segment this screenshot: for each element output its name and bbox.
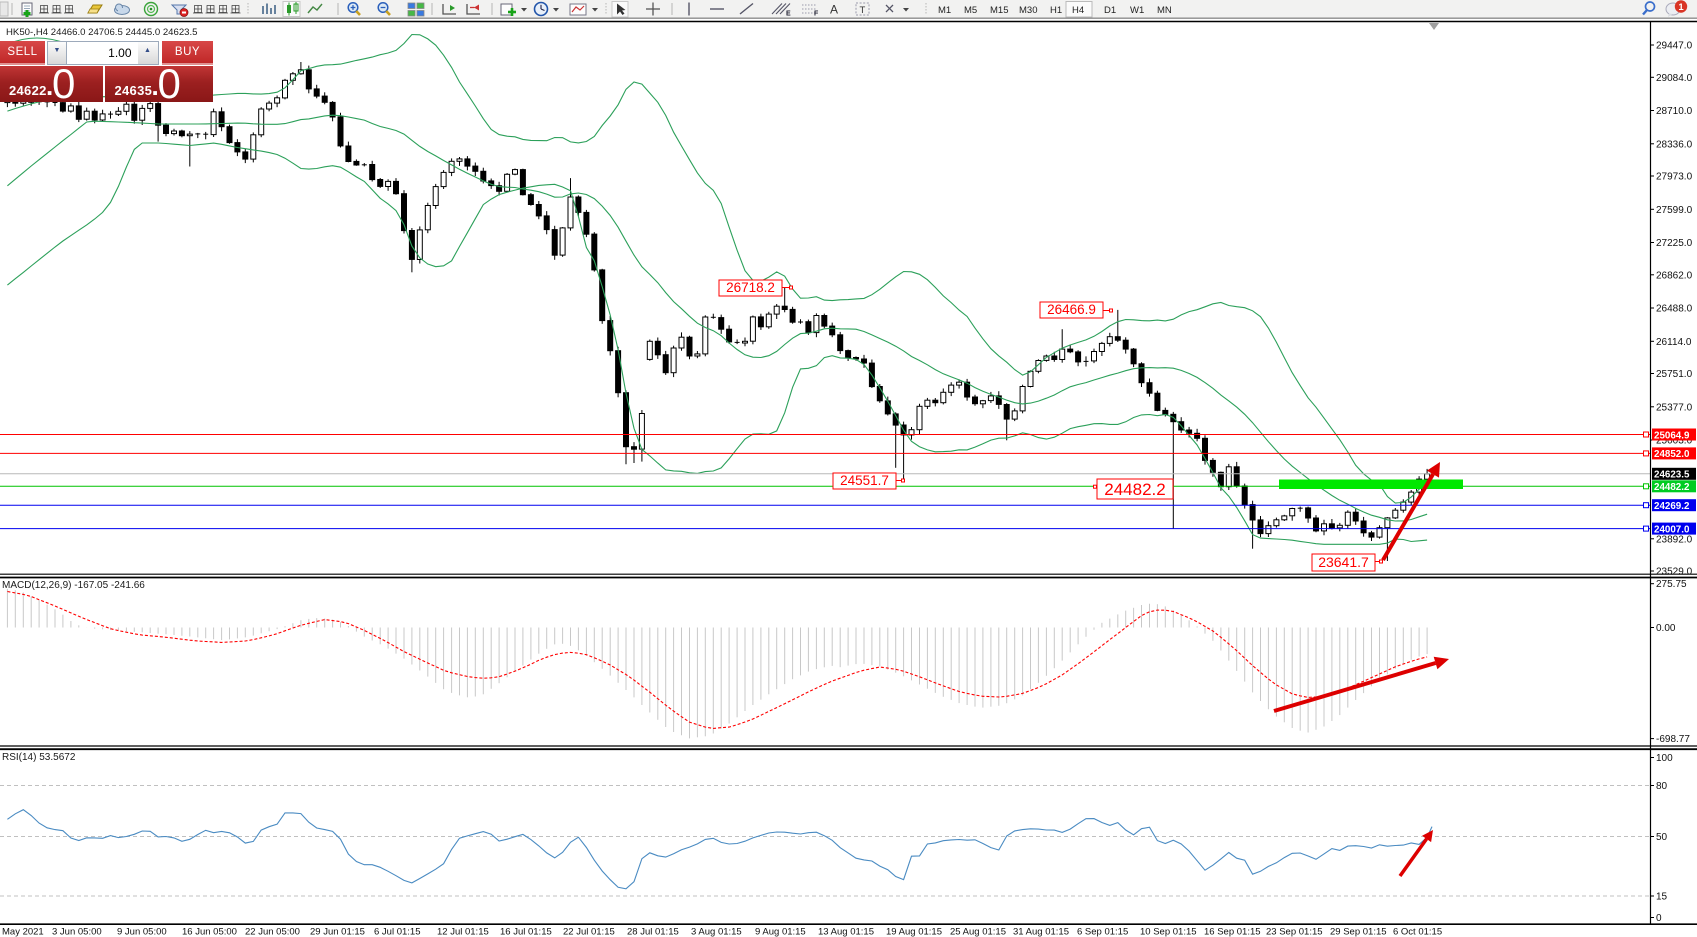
svg-text:275.75: 275.75 <box>1656 579 1687 590</box>
svg-text:16 Sep 01:15: 16 Sep 01:15 <box>1204 927 1261 937</box>
svg-text:T: T <box>860 5 866 16</box>
svg-text:9 Jun 05:00: 9 Jun 05:00 <box>117 927 167 937</box>
svg-text:MACD(12,26,9) -167.05 -241.66: MACD(12,26,9) -167.05 -241.66 <box>2 580 145 591</box>
svg-text:MN: MN <box>1157 5 1172 16</box>
svg-text:16 Jun 05:00: 16 Jun 05:00 <box>182 927 237 937</box>
svg-text:26862.0: 26862.0 <box>1656 270 1693 281</box>
svg-text:3 Aug 01:15: 3 Aug 01:15 <box>691 927 742 937</box>
svg-text:24623.5: 24623.5 <box>1654 470 1690 481</box>
svg-text:-698.77: -698.77 <box>1656 734 1690 745</box>
svg-text:26488.0: 26488.0 <box>1656 304 1693 315</box>
svg-text:25377.0: 25377.0 <box>1656 402 1693 413</box>
svg-text:26466.9: 26466.9 <box>1047 302 1096 317</box>
svg-text:6 Oct 01:15: 6 Oct 01:15 <box>1393 927 1442 937</box>
svg-text:29 Jun 01:15: 29 Jun 01:15 <box>310 927 365 937</box>
svg-text:26718.2: 26718.2 <box>726 280 775 295</box>
svg-text:M30: M30 <box>1019 5 1037 16</box>
svg-text:27599.0: 27599.0 <box>1656 205 1693 216</box>
svg-text:10 Sep 01:15: 10 Sep 01:15 <box>1140 927 1197 937</box>
svg-text:24852.0: 24852.0 <box>1654 449 1690 460</box>
svg-text:May 2021: May 2021 <box>2 927 44 937</box>
svg-text:H1: H1 <box>1050 5 1062 16</box>
svg-text:M5: M5 <box>964 5 977 16</box>
svg-text:M1: M1 <box>938 5 951 16</box>
svg-text:29447.0: 29447.0 <box>1656 41 1693 52</box>
svg-text:D1: D1 <box>1104 5 1116 16</box>
svg-text:29 Sep 01:15: 29 Sep 01:15 <box>1330 927 1387 937</box>
svg-text:27225.0: 27225.0 <box>1656 238 1693 249</box>
svg-text:24007.0: 24007.0 <box>1654 524 1690 535</box>
svg-text:29084.0: 29084.0 <box>1656 73 1693 84</box>
svg-text:6 Jul 01:15: 6 Jul 01:15 <box>374 927 420 937</box>
svg-text:28710.0: 28710.0 <box>1656 106 1693 117</box>
svg-text:A: A <box>830 3 838 17</box>
svg-text:22 Jul 01:15: 22 Jul 01:15 <box>563 927 615 937</box>
svg-text:19 Aug 01:15: 19 Aug 01:15 <box>886 927 942 937</box>
svg-text:15: 15 <box>1656 892 1668 903</box>
svg-text:25064.9: 25064.9 <box>1654 430 1690 441</box>
svg-text:26114.0: 26114.0 <box>1656 337 1692 348</box>
svg-text:24482.2: 24482.2 <box>1104 480 1165 499</box>
svg-text:RSI(14) 53.5672: RSI(14) 53.5672 <box>2 752 76 763</box>
svg-text:W1: W1 <box>1130 5 1144 16</box>
svg-text:E: E <box>786 11 791 18</box>
svg-text:12 Jul 01:15: 12 Jul 01:15 <box>437 927 489 937</box>
svg-text:80: 80 <box>1656 781 1668 792</box>
svg-text:HK50-,H4 24466.0 24706.5 2444: HK50-,H4 24466.0 24706.5 24445.0 24623.5 <box>6 27 198 38</box>
svg-text:25003.0: 25003.0 <box>1656 436 1693 447</box>
svg-text:23641.7: 23641.7 <box>1318 554 1369 570</box>
svg-text:23892.0: 23892.0 <box>1656 534 1693 545</box>
svg-text:1: 1 <box>1678 2 1684 13</box>
svg-text:50: 50 <box>1656 832 1668 843</box>
svg-text:13 Aug 01:15: 13 Aug 01:15 <box>818 927 874 937</box>
svg-text:M15: M15 <box>990 5 1008 16</box>
svg-text:0: 0 <box>1656 913 1662 924</box>
svg-text:25751.0: 25751.0 <box>1656 369 1693 380</box>
svg-text:3 Jun 05:00: 3 Jun 05:00 <box>52 927 102 937</box>
svg-text:24269.2: 24269.2 <box>1654 501 1690 512</box>
svg-text:27973.0: 27973.0 <box>1656 172 1693 183</box>
svg-text:0.00: 0.00 <box>1656 623 1676 634</box>
svg-text:23529.0: 23529.0 <box>1656 567 1693 578</box>
svg-text:31 Aug 01:15: 31 Aug 01:15 <box>1013 927 1069 937</box>
svg-text:28 Jul 01:15: 28 Jul 01:15 <box>627 927 679 937</box>
svg-text:28336.0: 28336.0 <box>1656 139 1693 150</box>
svg-text:6 Sep 01:15: 6 Sep 01:15 <box>1077 927 1128 937</box>
svg-text:16 Jul 01:15: 16 Jul 01:15 <box>500 927 552 937</box>
svg-text:H4: H4 <box>1072 5 1084 16</box>
svg-text:22 Jun 05:00: 22 Jun 05:00 <box>245 927 300 937</box>
svg-text:25 Aug 01:15: 25 Aug 01:15 <box>950 927 1006 937</box>
svg-text:F: F <box>814 11 819 18</box>
svg-text:24482.2: 24482.2 <box>1654 482 1690 493</box>
svg-text:100: 100 <box>1656 753 1673 764</box>
svg-text:9 Aug 01:15: 9 Aug 01:15 <box>755 927 806 937</box>
svg-text:23 Sep 01:15: 23 Sep 01:15 <box>1266 927 1323 937</box>
svg-text:24551.7: 24551.7 <box>840 473 889 488</box>
